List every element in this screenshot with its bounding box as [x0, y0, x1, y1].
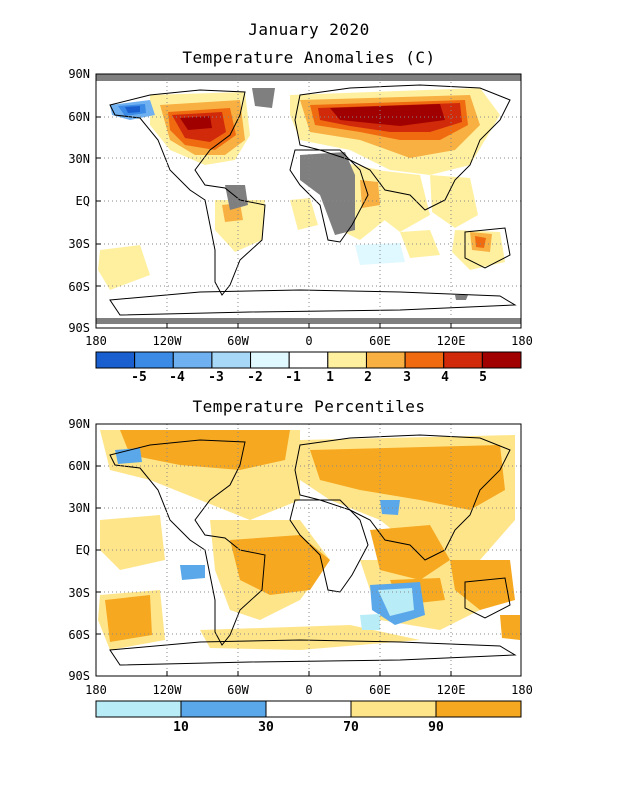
colorbar1-swatch-3: [211, 351, 252, 369]
cb1-label-1: 1: [326, 370, 334, 385]
map2-title: Temperature Percentiles: [192, 397, 426, 416]
map2-lat-30s: 30S: [68, 586, 90, 600]
map1-colorbar: [95, 351, 522, 369]
map2-ticks: [96, 465, 452, 676]
map2-colorbar: [95, 700, 522, 718]
map2-lon-60w: 60W: [227, 683, 249, 697]
cb1-label-m4: -4: [169, 370, 185, 385]
colorbar1-swatch-8: [404, 351, 445, 369]
map2-lat-90s: 90S: [68, 669, 90, 683]
map1-lon-60e: 60E: [369, 334, 391, 348]
map2-lon-0: 0: [305, 683, 313, 697]
colorbar2-swatch-3: [350, 700, 437, 718]
map1-lon-0: 0: [305, 334, 313, 348]
map1-lon-120w: 120W: [152, 334, 182, 348]
map1-missing-north: [96, 74, 521, 81]
colorbar2-swatch-1: [180, 700, 267, 718]
colorbar2-swatch-2: [265, 700, 352, 718]
cb2-label-90: 90: [428, 720, 444, 735]
cb1-label-m2: -2: [247, 370, 263, 385]
colorbar1-swatch-4: [250, 351, 290, 369]
colorbar1-swatch-9: [443, 351, 483, 369]
map2-lat-eq: EQ: [75, 543, 90, 557]
figure-title: January 2020: [248, 20, 370, 39]
map2-lat-30n: 30N: [68, 501, 90, 515]
map1-missing-south: [96, 318, 521, 324]
cb1-label-2: 2: [364, 370, 372, 385]
map2-lon-120w: 120W: [152, 683, 182, 697]
map1-lon-180w: 180: [85, 334, 107, 348]
map1: [95, 73, 522, 329]
colorbar1-swatch-1: [134, 351, 174, 369]
map1-lat-60s: 60S: [68, 280, 90, 294]
map1-anomaly-above5: [180, 104, 445, 130]
cb1-label-m5: -5: [131, 370, 147, 385]
colorbar1-swatch-7: [365, 351, 406, 369]
cb1-label-m3: -3: [208, 370, 224, 385]
map1-lat-30n: 30N: [68, 152, 90, 166]
map2-gridlines: [96, 424, 521, 676]
map1-gridlines: [96, 74, 521, 328]
cb2-label-70: 70: [343, 720, 359, 735]
map2-lon-180w: 180: [85, 683, 107, 697]
map1-ticks: [96, 116, 452, 328]
map1-lat-eq: EQ: [75, 194, 90, 208]
map1-lon-60w: 60W: [227, 334, 249, 348]
map1-lat-90s: 90S: [68, 321, 90, 335]
colorbar1-swatch-6: [327, 351, 367, 369]
cb2-label-30: 30: [258, 720, 274, 735]
cb1-label-4: 4: [441, 370, 449, 385]
map1-title: Temperature Anomalies (C): [182, 48, 436, 67]
map1-lon-180e: 180: [511, 334, 533, 348]
colorbar1-swatch-5: [288, 351, 329, 369]
map2-lat-90n: 90N: [68, 417, 90, 431]
colorbar2-swatch-4: [435, 700, 522, 718]
map2: [95, 423, 522, 677]
map2-lon-120e: 120E: [436, 683, 466, 697]
cb1-label-5: 5: [479, 370, 487, 385]
map2-lat-60s: 60S: [68, 628, 90, 642]
cb2-label-10: 10: [173, 720, 189, 735]
map1-lon-120e: 120E: [436, 334, 466, 348]
colorbar2-swatch-0: [95, 700, 182, 718]
colorbar1-swatch-2: [172, 351, 213, 369]
map1-lat-60n: 60N: [68, 110, 90, 124]
colorbar1-swatch-10: [481, 351, 522, 369]
map2-lon-180e: 180: [511, 683, 533, 697]
map1-lat-30s: 30S: [68, 237, 90, 251]
map2-lat-60n: 60N: [68, 459, 90, 473]
cb1-label-3: 3: [403, 370, 411, 385]
colorbar1-swatch-0: [95, 351, 136, 369]
map2-lon-60e: 60E: [369, 683, 391, 697]
cb1-label-m1: -1: [285, 370, 301, 385]
map1-lat-90n: 90N: [68, 67, 90, 81]
